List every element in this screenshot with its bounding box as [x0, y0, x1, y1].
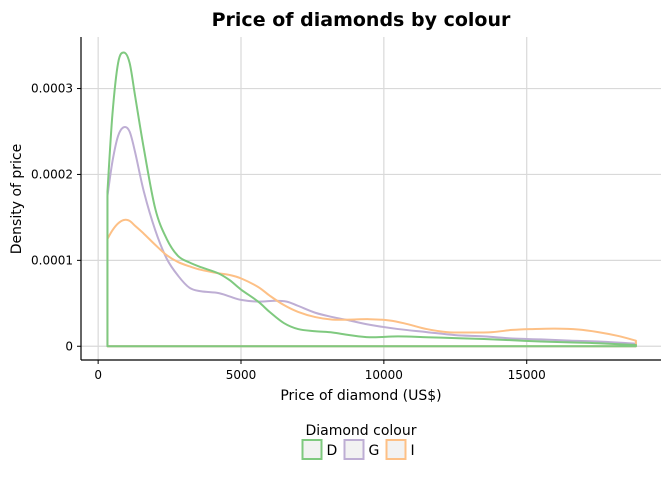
legend-key-i — [385, 439, 407, 460]
x-tick-label: 0 — [94, 368, 102, 382]
legend-label-i: I — [411, 443, 415, 459]
y-axis-label: Density of price — [9, 144, 25, 254]
legend-key-g — [343, 439, 365, 460]
legend-key-d — [301, 439, 323, 460]
tick-layer: 0 5000 10000 15000 0 0.0001 0.0002 0.0003 — [31, 82, 546, 382]
density-line-d — [106, 51, 637, 348]
x-tick-label: 10000 — [365, 368, 403, 382]
series-layer — [106, 51, 637, 348]
axis-layer — [80, 37, 661, 361]
y-tick-label: 0.0003 — [31, 82, 73, 96]
y-tick-label: 0 — [65, 339, 73, 353]
grid-layer — [81, 37, 661, 360]
density-line-i — [106, 218, 637, 348]
density-line-g — [106, 125, 637, 348]
y-tick-label: 0.0001 — [31, 253, 73, 267]
x-tick-label: 15000 — [508, 368, 546, 382]
chart-title: Price of diamonds by colour — [212, 9, 511, 31]
legend-title: Diamond colour — [305, 423, 416, 439]
x-tick-label: 5000 — [226, 368, 257, 382]
y-tick-label: 0.0002 — [31, 167, 73, 181]
legend-label-d: D — [327, 443, 338, 459]
legend-label-g: G — [369, 443, 380, 459]
x-axis-label: Price of diamond (US$) — [280, 388, 441, 404]
